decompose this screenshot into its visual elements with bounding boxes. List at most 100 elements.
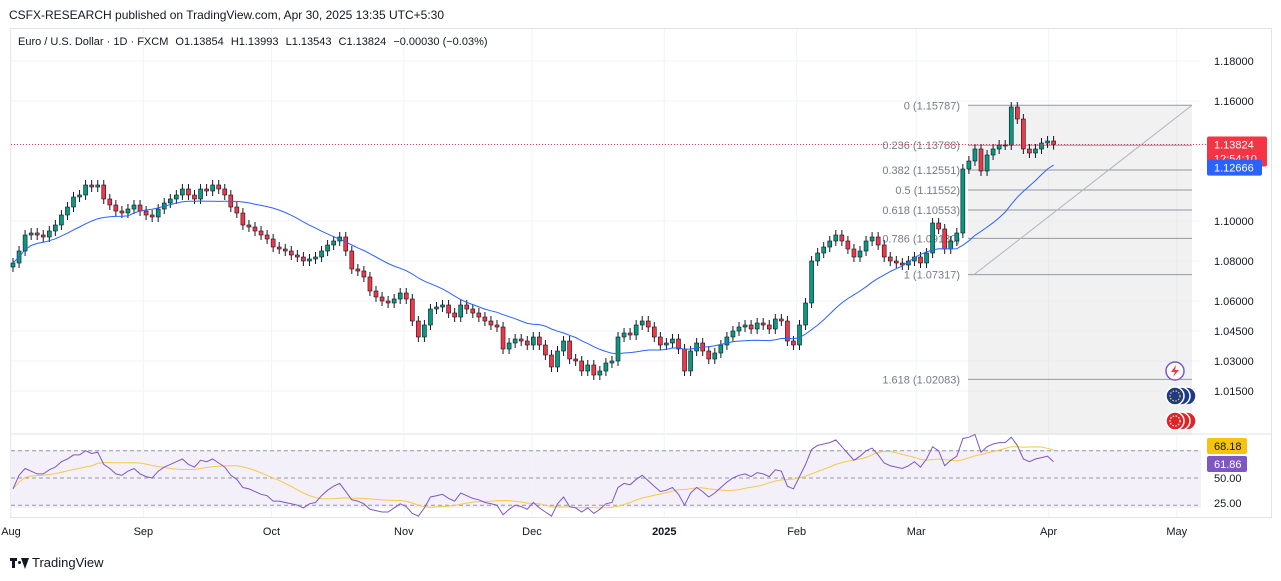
candle	[403, 292, 409, 300]
candle	[887, 256, 893, 262]
candle	[549, 354, 554, 368]
candle	[416, 320, 421, 338]
candle	[428, 308, 433, 326]
candle	[990, 148, 996, 156]
time-axis-label: 2025	[652, 526, 676, 538]
symbol-name[interactable]: Euro / U.S. Dollar · 1D · FXCM	[18, 36, 169, 48]
candle	[615, 336, 621, 362]
eu-flag-icon	[1169, 390, 1181, 402]
price-tick-label: 1.06000	[1214, 296, 1254, 308]
candle	[276, 246, 282, 250]
candle	[143, 210, 149, 216]
candle	[948, 240, 954, 250]
candle	[930, 222, 935, 254]
candle	[893, 260, 899, 264]
candle	[180, 188, 185, 196]
candle	[797, 324, 802, 346]
ohlc-open: O1.13854	[175, 36, 224, 48]
candle	[742, 324, 748, 328]
candle	[46, 230, 52, 238]
candle	[730, 330, 736, 338]
time-axis-label: Aug	[1, 526, 21, 538]
candle	[960, 168, 966, 234]
candle	[34, 232, 40, 236]
candle	[446, 304, 451, 314]
ohlc-low: L1.13543	[285, 36, 332, 48]
candle	[422, 324, 427, 338]
candle	[252, 226, 258, 232]
candle	[942, 228, 948, 250]
candle	[198, 188, 203, 200]
candle	[718, 344, 724, 354]
candle	[470, 308, 476, 314]
candle	[555, 350, 560, 368]
candle	[488, 320, 494, 326]
candle	[397, 292, 403, 300]
candle	[10, 262, 16, 268]
candle	[1002, 144, 1008, 147]
candle	[222, 188, 228, 196]
time-axis-label: May	[1166, 526, 1187, 538]
candle	[288, 250, 294, 256]
candle	[349, 250, 355, 270]
us-flag-icon	[1165, 411, 1185, 431]
candle	[573, 358, 578, 362]
rsi-ma-line	[12, 446, 1054, 509]
candle	[621, 332, 627, 338]
candle	[724, 336, 730, 346]
candle	[633, 324, 639, 336]
price-tick-label: 1.08000	[1214, 256, 1254, 268]
fib-level-label: 1.618 (1.02083)	[882, 374, 960, 386]
candle	[1045, 140, 1050, 144]
candle	[651, 326, 657, 338]
candle	[839, 234, 845, 242]
brand-name: TradingView	[32, 555, 104, 570]
fib-level-label: 1 (1.07317)	[904, 270, 960, 282]
rsi-badge	[1207, 456, 1247, 472]
candle	[373, 290, 379, 298]
candle	[803, 302, 808, 326]
price-tick-label: 1.18000	[1214, 56, 1254, 68]
candle	[301, 256, 306, 262]
candle	[137, 204, 143, 212]
candle	[192, 194, 197, 200]
candle	[785, 320, 790, 342]
candle	[119, 210, 125, 214]
candle	[385, 300, 391, 304]
candle	[530, 336, 536, 346]
candle	[270, 238, 276, 248]
candle	[234, 206, 240, 214]
candle	[954, 232, 960, 242]
candle	[149, 214, 155, 218]
last-price-badge	[1207, 136, 1267, 167]
candle	[295, 254, 300, 258]
candle	[996, 144, 1002, 150]
candle	[706, 350, 712, 360]
candle	[875, 236, 881, 246]
candle	[307, 258, 312, 262]
candle	[464, 304, 470, 310]
price-tick-label: 1.16000	[1214, 96, 1254, 108]
time-axis-label: Apr	[1040, 526, 1057, 538]
fib-level-label: 0.618 (1.10553)	[882, 205, 960, 217]
candle	[845, 240, 851, 250]
candle	[500, 326, 506, 350]
candle	[482, 316, 488, 322]
candle	[597, 370, 603, 376]
time-axis-label: Dec	[522, 526, 542, 538]
candle	[355, 268, 361, 272]
candle	[688, 350, 693, 372]
footer-brand[interactable]: TradingView	[10, 555, 104, 570]
candle	[585, 364, 591, 372]
fib-level-label: 0.786 (1.09130)	[882, 233, 960, 245]
candle	[331, 240, 336, 246]
candle	[591, 364, 597, 376]
time-axis-label: Mar	[907, 526, 926, 538]
lightning-glyph	[1171, 365, 1179, 377]
candle	[28, 232, 34, 236]
candle	[101, 184, 107, 200]
candle	[815, 252, 820, 262]
candle	[107, 198, 113, 206]
candle	[113, 204, 119, 212]
